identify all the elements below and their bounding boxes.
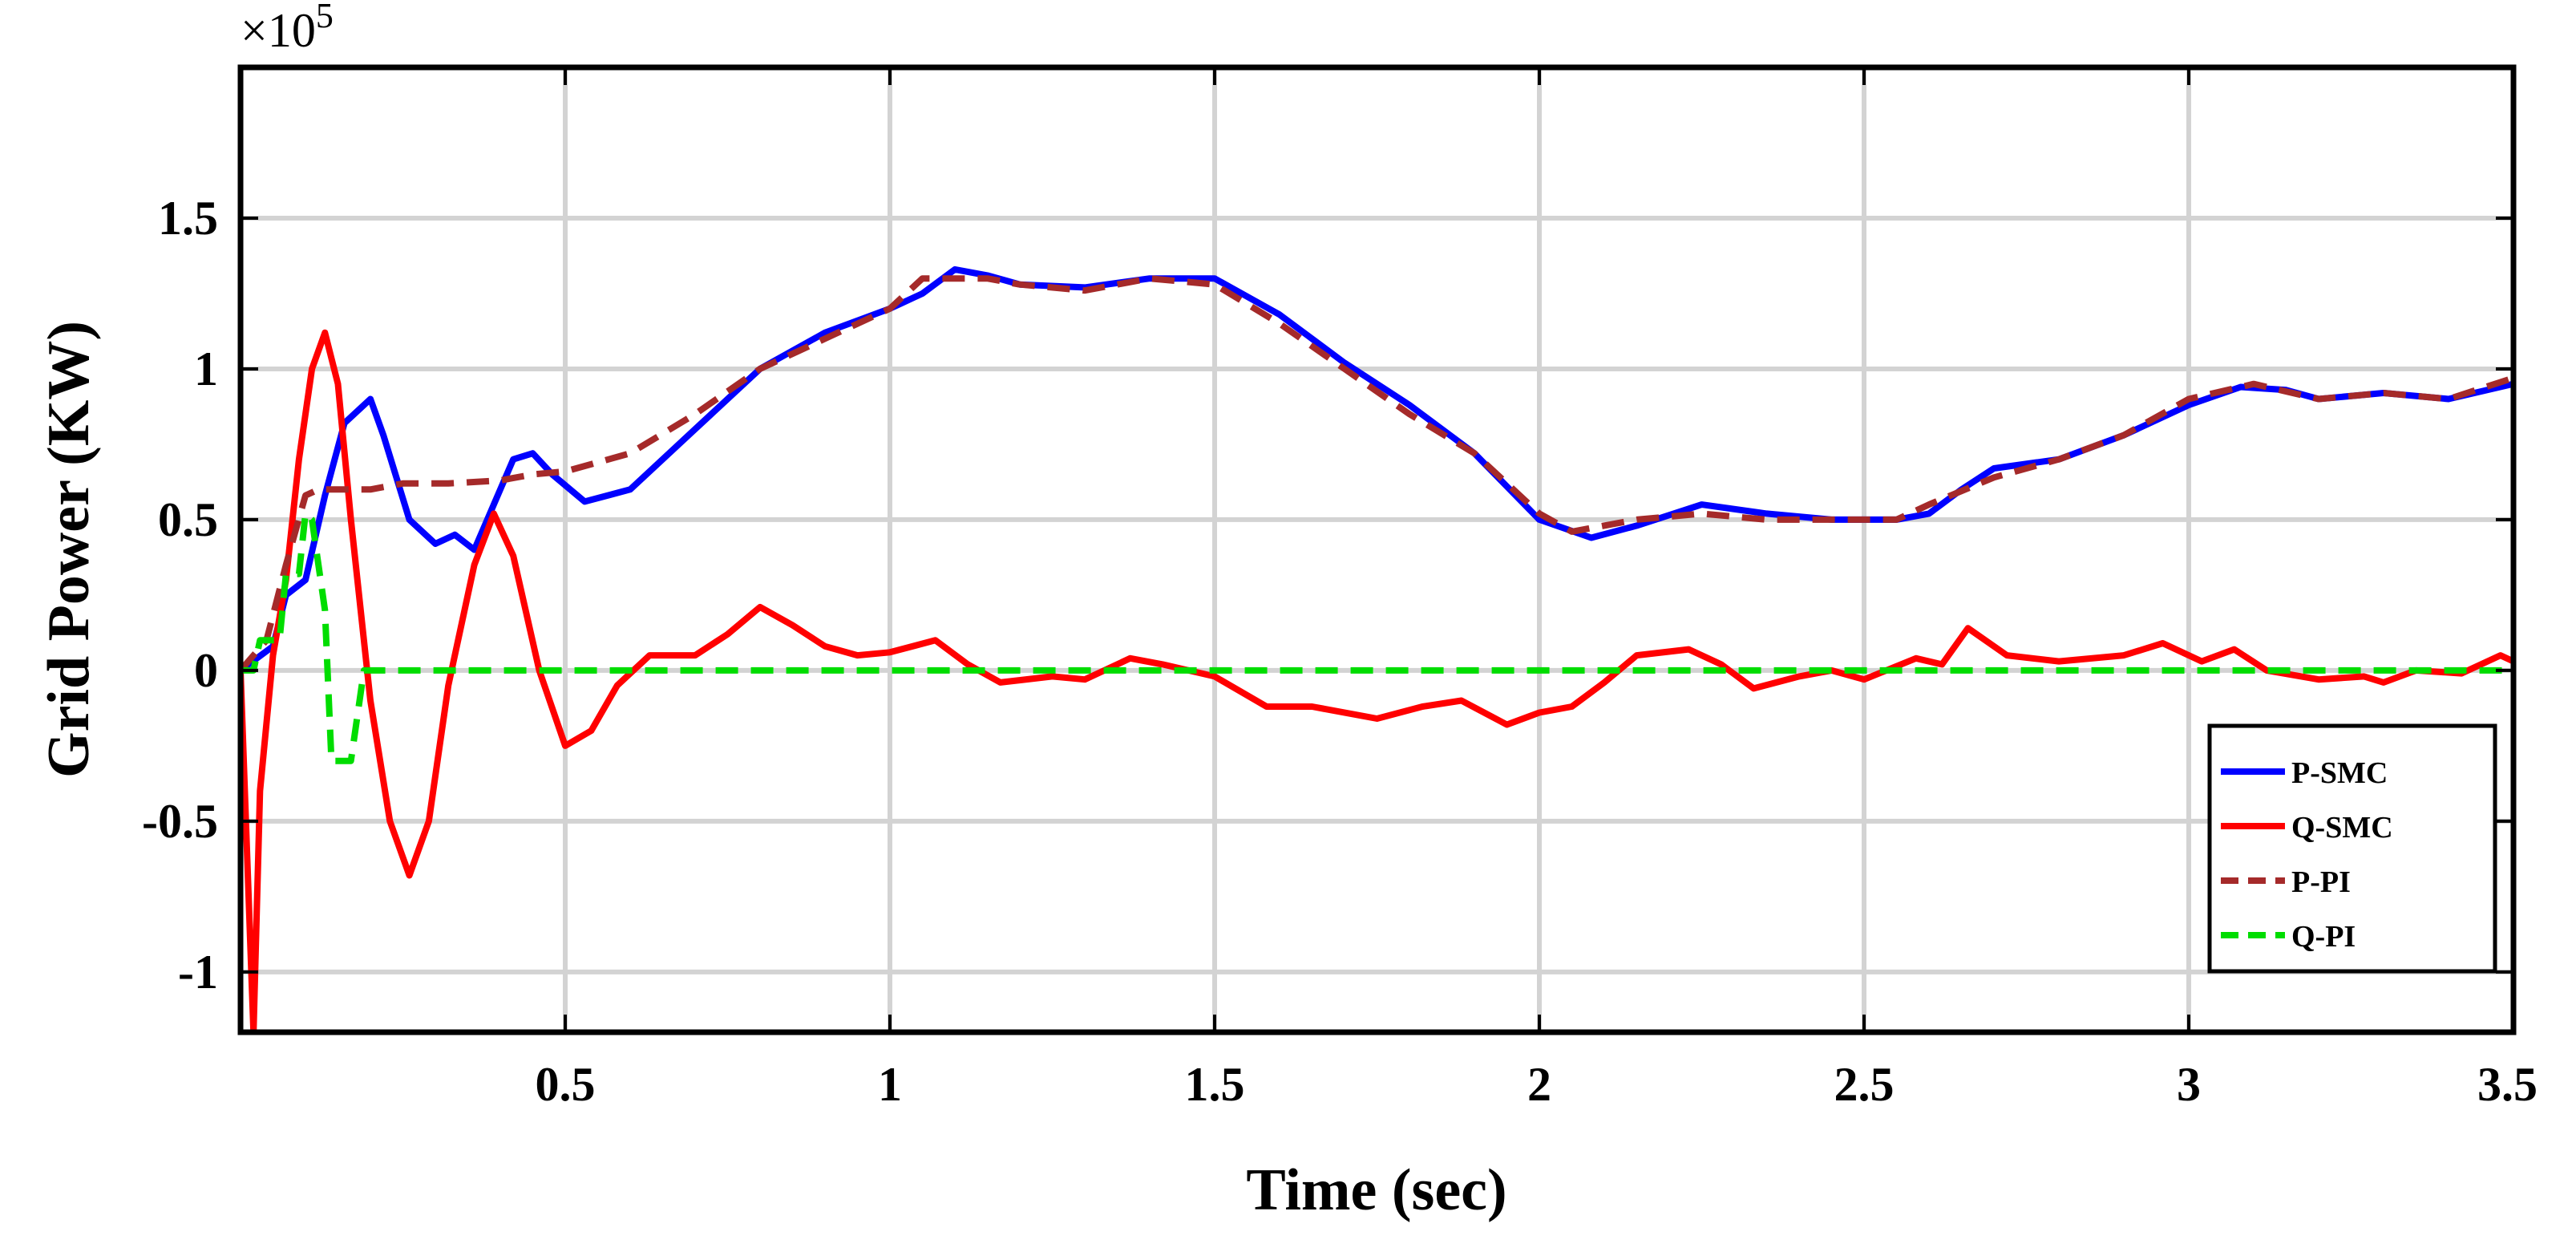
x-tick-label: 3.5	[2477, 1058, 2538, 1111]
x-tick-label: 3	[2177, 1058, 2201, 1111]
plot-frame	[237, 64, 2517, 1035]
y-tick-label: 1	[194, 342, 218, 395]
legend-label: Q-PI	[2291, 920, 2356, 954]
legend: P-SMC Q-SMC P-PI Q-PI	[2207, 723, 2497, 974]
tick-marks	[241, 67, 2515, 1032]
x-axis-title: Time (sec)	[1246, 1157, 1506, 1223]
y-tick-label: 1.5	[158, 192, 218, 245]
y-tick-label: -0.5	[142, 795, 218, 848]
x-tick-label: 1.5	[1185, 1058, 1245, 1111]
x-tick-label: 0.5	[536, 1058, 596, 1111]
legend-label: Q-SMC	[2291, 811, 2393, 845]
y-tick-label: 0.5	[158, 493, 218, 546]
y-exponent-label: ×105	[241, 0, 334, 57]
tick-labels: 0.5 1 1.5 2 2.5 3 3.5 -1 -0.5 0 0.5 1 1.5	[142, 192, 2538, 1111]
legend-label: P-PI	[2291, 865, 2351, 899]
y-tick-label: 0	[194, 644, 218, 697]
series-line-q-pi	[241, 510, 2513, 764]
series-line-p-pi	[241, 275, 2513, 673]
legend-label: P-SMC	[2291, 756, 2388, 790]
y-tick-label: -1	[178, 946, 218, 999]
x-tick-label: 2	[1527, 1058, 1551, 1111]
y-axis-title: Grid Power (KW)	[36, 321, 102, 778]
x-tick-label: 1	[878, 1058, 902, 1111]
legend-box	[2207, 723, 2497, 974]
series-layer	[241, 265, 2513, 1032]
x-tick-label: 2.5	[1834, 1058, 1895, 1111]
